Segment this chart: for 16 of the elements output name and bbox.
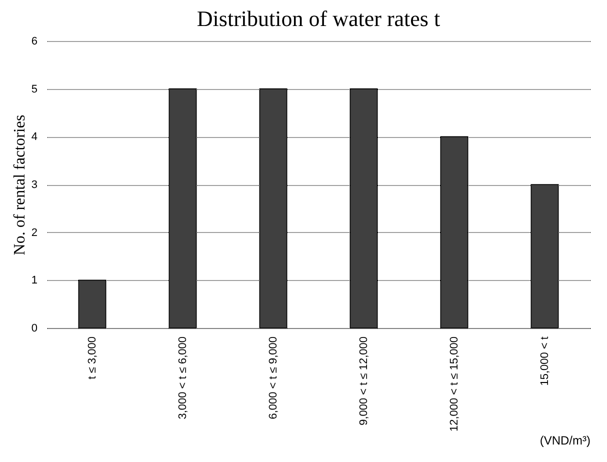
x-tick-label: 12,000 < t ≤ 15,000	[448, 336, 460, 432]
y-tick-label: 6	[31, 36, 38, 48]
x-tick-label: 9,000 < t ≤ 12,000	[358, 336, 370, 426]
y-tick-label: 2	[31, 226, 38, 239]
y-axis-title: No. of rental factories	[11, 114, 28, 256]
x-axis-title: (VND/m³)	[540, 434, 590, 448]
x-tick-label: 15,000 < t	[538, 336, 551, 386]
y-tick-label: 3	[31, 179, 38, 191]
y-tick-label: 1	[31, 274, 38, 287]
y-tick-label: 4	[31, 131, 38, 144]
chart-title: Distribution of water rates t	[196, 6, 440, 31]
x-tick-label: 6,000 < t ≤ 9,000	[267, 336, 280, 420]
y-tick-label: 5	[31, 83, 38, 96]
x-tick-label: 3,000 < t ≤ 6,000	[176, 336, 189, 420]
y-tick-label: 0	[31, 322, 38, 334]
x-tick-label: t ≤ 3,000	[86, 336, 98, 380]
